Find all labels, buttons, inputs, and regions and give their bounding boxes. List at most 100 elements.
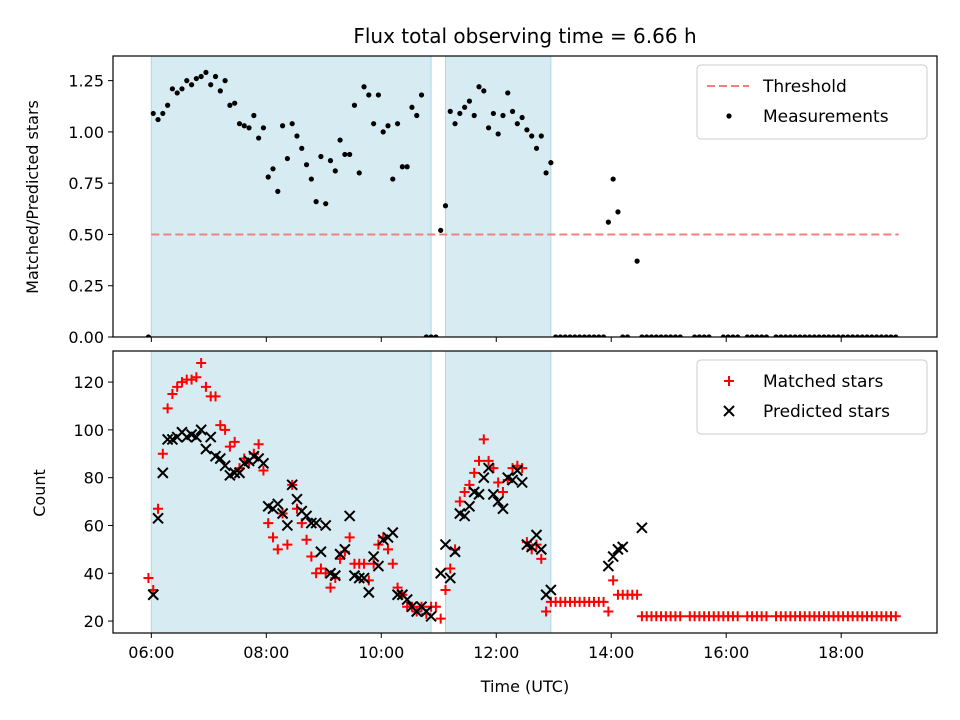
- top-dot-point-72: [490, 110, 496, 117]
- bottom-plus-point-62: [440, 584, 451, 595]
- top-dot-point-98: [615, 209, 621, 215]
- bottom-plus-point-0: [143, 573, 154, 584]
- top-dot-point-80: [529, 133, 535, 139]
- top-dot-point-109: [672, 334, 679, 337]
- bottom-x-point-23: [257, 457, 270, 470]
- top-dot-point-130: [802, 334, 808, 337]
- bottom-x-point-75: [511, 464, 524, 477]
- top-dot-point-47: [371, 121, 377, 127]
- bottom-x-point-29: [286, 479, 298, 491]
- top-dot-point-55: [409, 104, 415, 110]
- top-dot-point-53: [399, 164, 405, 170]
- top-dot-point-92: [586, 334, 592, 337]
- bottom-plus-point-29: [282, 539, 293, 550]
- top-dot-point-29: [284, 155, 290, 162]
- bottom-x-point-50: [387, 526, 399, 539]
- top-dot-point-70: [481, 88, 487, 94]
- top-dot-point-119: [744, 334, 750, 337]
- top-dot-point-31: [294, 133, 300, 139]
- top-dot-point-79: [524, 127, 530, 133]
- top-dot-point-69: [476, 84, 482, 90]
- top-ytick-label-4: 1.00: [68, 123, 104, 142]
- top-legend-label-0: Threshold: [762, 77, 847, 97]
- top-dot-point-136: [830, 334, 837, 337]
- top-dot-point-99: [620, 334, 626, 337]
- top-dot-point-25: [265, 174, 271, 180]
- bottom-plus-point-1: [148, 584, 159, 595]
- bottom-plus-point-35: [311, 568, 322, 579]
- bottom-x-point-64: [458, 510, 471, 522]
- top-dot-point-46: [366, 92, 372, 98]
- top-legend: Threshold Measurements: [696, 64, 928, 140]
- top-dot-point-5: [169, 86, 176, 92]
- top-dot-point-57: [418, 92, 425, 98]
- top-dot-point-2: [155, 116, 161, 123]
- bottom-x-point-69: [482, 462, 495, 474]
- top-dot-point-14: [212, 73, 219, 80]
- top-legend-box: [696, 64, 928, 140]
- bottom-xtick-label-5: 16:00: [703, 643, 749, 662]
- bottom-x-point-28: [281, 519, 294, 532]
- bottom-plus-point-72: [488, 463, 499, 474]
- top-dot-point-6: [174, 90, 180, 96]
- bottom-ylabel: Count: [30, 469, 49, 517]
- top-dot-point-18: [232, 100, 238, 106]
- top-dot-point-56: [414, 112, 420, 119]
- bottom-legend-box: [696, 359, 928, 435]
- top-dot-point-148: [888, 334, 894, 337]
- bottom-x-point-87: [636, 522, 648, 534]
- top-dot-point-3: [160, 110, 166, 117]
- top-dot-point-66: [462, 104, 468, 110]
- top-dot-point-12: [203, 69, 209, 76]
- top-dot-point-116: [725, 334, 731, 337]
- top-dot-point-42: [347, 151, 353, 158]
- top-dot-point-73: [495, 131, 501, 137]
- top-dot-point-105: [653, 334, 659, 337]
- top-dot-point-145: [874, 334, 880, 337]
- top-dot-point-75: [505, 90, 511, 96]
- top-dot-point-142: [859, 334, 865, 337]
- bottom-ytick-label-5: 120: [73, 373, 104, 392]
- bottom-legend-marker-1: [723, 405, 735, 417]
- bottom-x-point-44: [358, 572, 370, 584]
- top-dot-point-96: [605, 219, 611, 225]
- top-dot-point-50: [385, 123, 391, 129]
- top-dot-point-20: [241, 123, 247, 129]
- top-dot-point-67: [466, 98, 473, 104]
- top-ytick-label-0: 0.00: [68, 328, 104, 347]
- top-ytick-label-5: 1.25: [68, 72, 104, 91]
- top-dot-point-21: [246, 125, 252, 131]
- top-dot-point-113: [701, 334, 707, 337]
- bottom-x-point-9: [190, 431, 203, 443]
- top-dot-point-30: [289, 121, 295, 127]
- bottom-x-point-40: [339, 543, 351, 556]
- bottom-x-point-78: [525, 541, 538, 553]
- top-dot-point-90: [577, 334, 583, 337]
- top-ylabel: Matched/Predicted stars: [23, 100, 42, 294]
- top-dot-point-37: [323, 201, 329, 207]
- bottom-x-point-70: [487, 488, 500, 501]
- bottom-plus-point-66: [459, 487, 470, 497]
- top-dot-point-107: [663, 334, 669, 337]
- top-dot-point-39: [332, 168, 338, 174]
- bottom-plus-point-34: [306, 551, 317, 562]
- top-dot-point-81: [533, 145, 540, 151]
- top-dot-point-120: [749, 334, 755, 337]
- top-dot-point-44: [356, 170, 362, 176]
- top-ytick-label-2: 0.50: [68, 225, 104, 244]
- bottom-plus-point-17: [224, 441, 235, 452]
- top-dot-point-4: [165, 102, 171, 108]
- top-dot-point-86: [557, 334, 564, 337]
- bottom-plus-point-50: [382, 544, 393, 555]
- top-dot-point-85: [553, 334, 559, 337]
- top-dot-point-112: [696, 334, 702, 337]
- top-dot-point-132: [811, 334, 817, 337]
- bottom-plus-point-45: [359, 558, 370, 569]
- top-dot-point-103: [644, 334, 650, 337]
- bottom-xtick-label-4: 14:00: [588, 643, 634, 662]
- bottom-xtick-label-2: 10:00: [358, 643, 404, 662]
- top-dot-point-93: [591, 334, 597, 337]
- top-ytick-label-1: 0.25: [68, 277, 104, 296]
- top-dot-point-94: [596, 334, 602, 337]
- top-dot-point-106: [658, 334, 664, 337]
